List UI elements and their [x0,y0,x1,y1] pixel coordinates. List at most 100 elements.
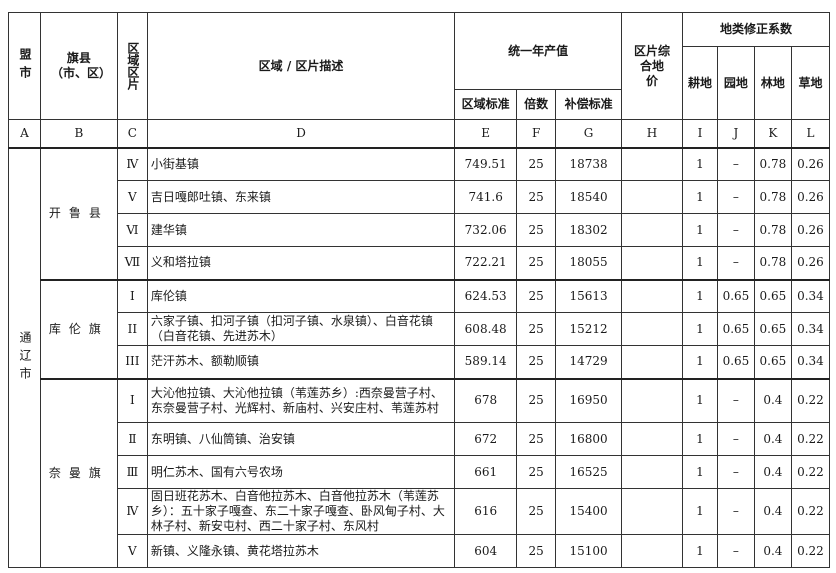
table-row: Ⅶ 义和塔拉镇 722.21 25 18055 1–0.78 0.26 [9,246,831,280]
cell-f: 25 [516,455,557,489]
table-row: II 六家子镇、扣河子镇（扣河子镇、水泉镇）、白音花镇（白音花镇、先进苏木） 608… [9,312,831,346]
cell-desc: 吉日嘎郎吐镇、东来镇 [146,180,456,214]
cell-f: 25 [516,378,557,423]
table-row: Ⅱ 东明镇、八仙筒镇、治安镇 672 25 16800 1–0.4 0.22 [9,422,831,456]
cell-h [621,246,683,280]
cell-k: 0.65 [753,345,792,379]
cell-i: 1 [681,422,718,456]
cell-j: – [716,534,755,568]
cell-zone: Ⅲ [116,455,148,489]
cell-e: 589.14 [454,345,518,379]
cell-zone: Ⅱ [116,422,148,456]
table-row: Ⅲ 明仁苏木、国有六号农场 661 25 16525 1–0.4 0.22 [9,455,831,489]
header-coef-3: 草地 [790,46,831,120]
cell-j: 0.65 [716,279,755,313]
cell-h [621,213,683,247]
cell-zone: II [116,312,148,346]
cell-zone: Ⅴ [116,180,148,214]
cell-h [621,147,683,181]
land-price-table: 盟市 旗县（市、区） 区域区片 区域 / 区片描述 统一年产值 区片综合地 价 … [8,12,831,568]
cell-e: 608.48 [454,312,518,346]
cell-g: 18738 [555,147,623,181]
header-annual: 统一年产值 [454,12,623,90]
cell-f: 25 [516,534,557,568]
county-cell: 奈曼旗 [39,378,118,568]
cell-l: 0.22 [790,422,831,456]
cell-j: – [716,455,755,489]
cell-h [621,378,683,423]
table-row: 奈曼旗 Ⅰ 大沁他拉镇、大沁他拉镇（苇莲苏乡）:西奈曼营子村、东奈曼营子村、光辉村、… [8,378,831,568]
cell-l: 0.22 [790,455,831,489]
header-coef: 地类修正系数 [681,12,831,47]
cell-zone: Ⅳ [116,147,148,181]
cell-k: 0.4 [753,534,792,568]
league-cell: 通辽市 [8,147,41,568]
cell-i: 1 [681,455,718,489]
cell-e: 661 [454,455,518,489]
column-letter: I [681,119,718,148]
cell-e: 672 [454,422,518,456]
cell-h [621,312,683,346]
header-desc: 区域 / 区片描述 [146,12,456,120]
cell-e: 604 [454,534,518,568]
header-comp-std: 补偿标准 [555,89,623,120]
cell-desc: 明仁苏木、国有六号农场 [146,455,456,489]
cell-h [621,180,683,214]
header-coef-2: 林地 [753,46,792,120]
cell-k: 0.4 [753,488,792,535]
cell-desc: 新镇、义隆永镇、黄花塔拉苏木 [146,534,456,568]
header-zone: 区域区片 [116,12,148,120]
cell-desc: 东明镇、八仙筒镇、治安镇 [146,422,456,456]
cell-j: – [716,246,755,280]
table-row: 通辽市 开鲁县 Ⅳ 小街基镇 749.51 25 18738 1–0.78 0.26 [8,147,831,568]
header-coef-1: 园地 [716,46,755,120]
cell-e: 678 [454,378,518,423]
cell-l: 0.22 [790,488,831,535]
cell-j: 0.65 [716,345,755,379]
cell-k: 0.78 [753,147,792,181]
county-cell: 库伦旗 [39,279,118,379]
cell-zone: I [116,279,148,313]
cell-f: 25 [516,488,557,535]
cell-f: 25 [516,345,557,379]
table-row: III 茫汗苏木、额勒顺镇 589.14 25 14729 1 0.65 0.65 0.34 [9,345,831,379]
cell-i: 1 [681,488,718,535]
cell-zone: Ⅶ [116,246,148,280]
cell-l: 0.26 [790,180,831,214]
cell-h [621,422,683,456]
cell-e: 732.06 [454,213,518,247]
cell-f: 25 [516,147,557,181]
cell-l: 0.26 [790,147,831,181]
column-letter: F [516,119,557,148]
cell-desc: 小街基镇 [146,147,456,181]
header-coef-0: 耕地 [681,46,718,120]
cell-k: 0.78 [753,180,792,214]
cell-l: 0.26 [790,213,831,247]
cell-g: 16525 [555,455,623,489]
cell-desc: 大沁他拉镇、大沁他拉镇（苇莲苏乡）:西奈曼营子村、东奈曼营子村、光辉村、新庙村、… [146,378,456,423]
cell-f: 25 [516,422,557,456]
cell-e: 722.21 [454,246,518,280]
cell-e: 741.6 [454,180,518,214]
header-multiple: 倍数 [516,89,557,120]
cell-e: 624.53 [454,279,518,313]
cell-zone: Ⅳ [116,488,148,535]
cell-h [621,488,683,535]
cell-g: 16800 [555,422,623,456]
cell-k: 0.65 [753,312,792,346]
cell-desc: 库伦镇 [146,279,456,313]
cell-k: 0.65 [753,279,792,313]
cell-g: 15613 [555,279,623,313]
column-letter: H [621,119,683,148]
cell-i: 1 [681,312,718,346]
cell-i: 1 [681,213,718,247]
cell-desc: 固日班花苏木、白音他拉苏木、白音他拉苏木（苇莲苏乡）：五十家子嘎查、东二十家子嘎… [146,488,456,535]
cell-f: 25 [516,213,557,247]
table-row: Ⅳ 固日班花苏木、白音他拉苏木、白音他拉苏木（苇莲苏乡）：五十家子嘎查、东二十家子… [9,488,831,535]
cell-g: 15100 [555,534,623,568]
cell-l: 0.22 [790,378,831,423]
cell-k: 0.78 [753,213,792,247]
cell-zone: Ⅴ [116,534,148,568]
cell-zone: Ⅰ [116,378,148,423]
header-price: 区片综合地 价 [621,12,683,120]
